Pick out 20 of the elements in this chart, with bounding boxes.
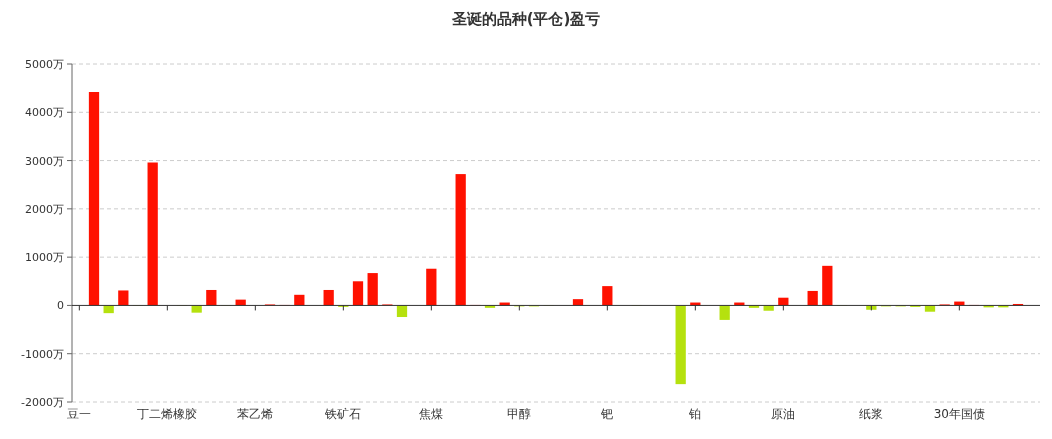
x-tick-label: 钯	[600, 407, 614, 421]
x-tick-label: 豆一	[67, 407, 92, 421]
x-tick-label: 甲醇	[507, 407, 532, 421]
x-tick-label: 纸浆	[859, 407, 884, 421]
y-tick-label: 1000万	[25, 251, 64, 265]
x-tick-label: 铂	[688, 407, 702, 421]
y-tick-label: 3000万	[25, 154, 64, 168]
chart-title: 圣诞的品种(平仓)盈亏	[450, 10, 601, 28]
y-tick-label: 5000万	[25, 58, 64, 71]
y-tick-label: 4000万	[25, 106, 64, 120]
x-tick-label: 丁二烯橡胶	[137, 407, 198, 421]
x-tick-label: 苯乙烯	[237, 407, 274, 421]
x-tick-label: 铁矿石	[324, 407, 362, 421]
y-tick-label: 0	[57, 299, 64, 313]
y-tick-label: -1000万	[21, 347, 64, 361]
y-tick-label: -2000万	[21, 396, 64, 409]
x-tick-label: 原油	[771, 407, 796, 421]
x-tick-label: 30年国债	[933, 407, 985, 421]
y-tick-label: 2000万	[25, 202, 64, 216]
x-tick-label: 焦煤	[419, 407, 444, 421]
